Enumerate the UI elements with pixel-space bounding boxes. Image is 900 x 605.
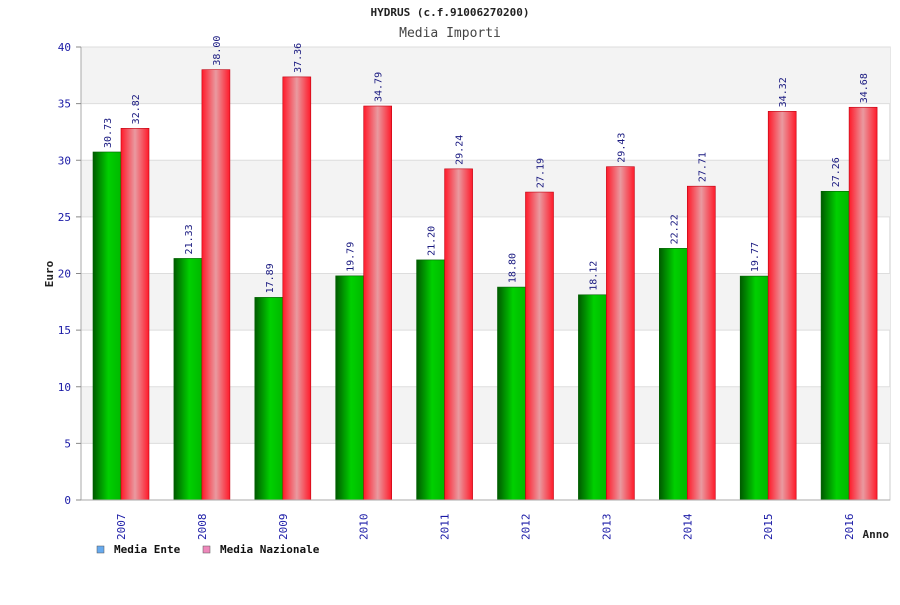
bar-media-nazionale: [606, 166, 635, 501]
data-label: 21.20: [427, 226, 438, 256]
bar-media-ente: [578, 294, 607, 501]
x-tick-label: 2013: [600, 514, 613, 541]
x-axis: 2007 2008 2009 2010 2011 2012 2013 2014 2015 2016: [81, 499, 890, 541]
data-label: 17.89: [265, 263, 276, 293]
data-label: 18.12: [588, 261, 599, 291]
y-tick-label: 0: [64, 494, 71, 507]
legend-label-media-ente: Media Ente: [114, 543, 181, 556]
x-tick-label: 2009: [277, 514, 290, 541]
y-tick-label: 25: [58, 211, 71, 224]
data-label: 29.43: [616, 133, 627, 163]
bar-media-nazionale: [444, 168, 473, 501]
legend: Media Ente Media Nazionale: [96, 543, 320, 556]
y-tick-label: 10: [58, 381, 71, 394]
bar-media-ente: [497, 286, 526, 501]
y-axis-title: Euro: [43, 260, 56, 287]
bar-media-nazionale: [201, 69, 231, 501]
y-axis: 0 5 10 15 20 25 30 35 40: [58, 41, 82, 507]
x-tick-label: 2011: [439, 514, 452, 541]
x-tick-label: 2007: [115, 514, 128, 541]
bar-media-nazionale: [525, 191, 554, 501]
data-label: 19.77: [750, 242, 761, 272]
bar-media-ente: [173, 258, 203, 501]
bar-media-nazionale: [363, 105, 393, 501]
data-label: 34.32: [778, 77, 789, 107]
data-label: 37.36: [293, 43, 304, 73]
bar-media-ente: [254, 297, 284, 501]
x-tick-label: 2015: [762, 514, 775, 541]
data-label: 27.19: [536, 158, 547, 188]
data-label: 21.33: [184, 224, 195, 254]
y-tick-label: 20: [58, 268, 71, 281]
y-tick-label: 5: [64, 437, 71, 450]
legend-swatch-media-ente: [96, 545, 105, 554]
bar-media-ente: [739, 275, 769, 501]
data-label: 22.22: [669, 214, 680, 244]
data-label: 34.79: [374, 72, 385, 102]
data-label: 19.79: [346, 242, 357, 272]
data-label: 38.00: [212, 36, 223, 66]
bar-media-nazionale: [686, 185, 716, 501]
bar-media-ente: [92, 151, 122, 501]
bar-media-nazionale: [120, 128, 150, 501]
x-tick-label: 2014: [681, 513, 694, 540]
bar-media-nazionale: [767, 111, 797, 501]
chart-subtitle: Media Importi: [399, 26, 501, 41]
x-axis-title: Anno: [863, 528, 890, 541]
y-tick-label: 30: [58, 154, 71, 167]
data-label: 27.26: [831, 157, 842, 187]
bars-group: 30.73 32.82 21.33 38.00 17.89 37.36 19.79 34.79…: [92, 36, 878, 501]
bar-media-ente: [820, 190, 850, 501]
bar-media-nazionale: [848, 106, 878, 501]
data-label: 18.80: [508, 253, 519, 283]
y-tick-label: 15: [58, 324, 71, 337]
bar-media-ente: [335, 275, 365, 501]
legend-label-media-nazionale: Media Nazionale: [220, 543, 320, 556]
data-label: 30.73: [103, 118, 114, 148]
chart-title: HYDRUS (c.f.91006270200): [371, 6, 530, 19]
bar-media-nazionale: [282, 76, 312, 501]
y-tick-label: 40: [58, 41, 71, 54]
bar-media-ente: [658, 248, 688, 501]
legend-swatch-media-nazionale: [202, 545, 211, 554]
data-label: 29.24: [455, 135, 466, 165]
y-tick-label: 35: [58, 98, 71, 111]
x-tick-label: 2016: [843, 514, 856, 541]
data-label: 32.82: [131, 94, 142, 124]
x-tick-label: 2008: [196, 514, 209, 541]
x-tick-label: 2010: [358, 514, 371, 541]
data-label: 34.68: [859, 73, 870, 103]
data-label: 27.71: [697, 152, 708, 182]
x-tick-label: 2012: [520, 514, 533, 541]
bar-media-ente: [416, 259, 445, 501]
